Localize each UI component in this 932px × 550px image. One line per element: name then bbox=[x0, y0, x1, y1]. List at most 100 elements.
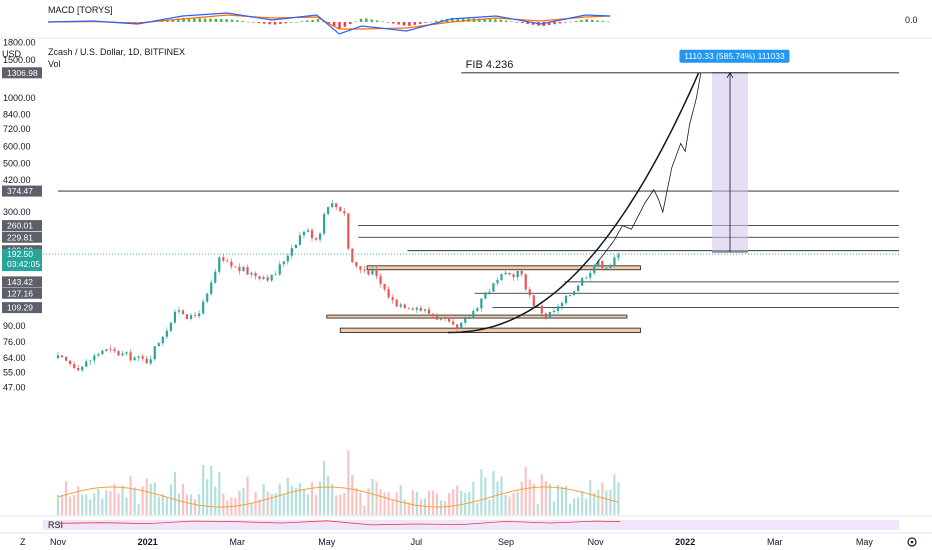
price-tag-value: 127.16 bbox=[7, 288, 33, 298]
volume-bar bbox=[335, 495, 338, 515]
candle-body bbox=[351, 248, 354, 263]
volume-bar bbox=[89, 499, 92, 515]
macd-hist-bar bbox=[381, 21, 384, 23]
macd-hist-bar bbox=[359, 18, 363, 22]
macd-hist-bar bbox=[171, 19, 175, 22]
macd-hist-bar bbox=[198, 18, 201, 22]
volume-bar bbox=[141, 486, 144, 515]
macd-hist-bar bbox=[177, 18, 180, 22]
candle-body bbox=[165, 330, 168, 337]
candle-body bbox=[85, 361, 88, 367]
volume-bar bbox=[564, 485, 568, 515]
macd-hist-bar bbox=[499, 19, 502, 22]
current-price-tag[interactable]: 192.50 03:42:05 bbox=[2, 249, 42, 272]
macd-hist-bar bbox=[220, 18, 223, 22]
candle-body bbox=[327, 207, 330, 215]
candle-body bbox=[411, 308, 414, 310]
volume-bar bbox=[577, 497, 580, 515]
volume-bar bbox=[379, 489, 382, 515]
volume-bar bbox=[202, 464, 205, 515]
candle-body bbox=[387, 289, 390, 298]
macd-hist-bar bbox=[515, 22, 519, 23]
candle-body bbox=[540, 305, 543, 314]
volume-bar bbox=[597, 490, 600, 515]
callout-background bbox=[679, 49, 790, 63]
volume-bar bbox=[286, 477, 289, 515]
candle-body bbox=[242, 267, 245, 272]
macd-hist-bar bbox=[504, 20, 508, 22]
candle-body bbox=[577, 285, 580, 292]
candle-body bbox=[161, 336, 164, 344]
macd-hist-bar bbox=[531, 22, 535, 25]
macd-hist-bar bbox=[386, 22, 390, 23]
candle-body bbox=[274, 274, 277, 276]
candle-body bbox=[323, 214, 326, 234]
volume-bar bbox=[165, 496, 168, 515]
volume-bar bbox=[306, 494, 310, 515]
volume-bar bbox=[157, 496, 160, 515]
volume-bar bbox=[448, 493, 451, 515]
candle-body bbox=[379, 276, 382, 284]
candle-body bbox=[403, 304, 406, 309]
candle-body bbox=[153, 346, 156, 360]
candle-body bbox=[532, 295, 535, 307]
macd-hist-bar bbox=[392, 22, 395, 24]
volume-bar bbox=[363, 505, 366, 515]
candle-body bbox=[218, 257, 221, 272]
candle-body bbox=[137, 356, 140, 358]
volume-bar bbox=[262, 484, 265, 515]
volume-bar bbox=[593, 492, 596, 515]
candle-body bbox=[222, 257, 225, 261]
macd-label: MACD [TORYS] bbox=[48, 5, 113, 15]
candle-body bbox=[202, 301, 205, 314]
price-tag: 374.47 bbox=[2, 185, 42, 197]
volume-bar bbox=[528, 479, 531, 515]
price-candles bbox=[56, 199, 620, 373]
macd-zero-label: 0.0 bbox=[905, 15, 918, 25]
macd-hist-bar bbox=[547, 22, 551, 26]
volume-bar bbox=[117, 493, 120, 515]
macd-hist-bar bbox=[365, 18, 368, 22]
macd-hist-bar bbox=[564, 22, 567, 23]
macd-hist-bar bbox=[456, 17, 459, 22]
candle-body bbox=[169, 322, 172, 331]
candle-body bbox=[431, 313, 435, 317]
y-tick-label: 840.00 bbox=[3, 110, 31, 120]
zoom-z-label[interactable]: Z bbox=[20, 537, 26, 547]
range-boxes bbox=[326, 265, 641, 333]
volume-bar bbox=[435, 493, 439, 515]
volume-bar bbox=[331, 483, 334, 515]
volume-bar bbox=[206, 479, 209, 515]
volume-bar bbox=[355, 487, 358, 515]
y-tick-label: 90.00 bbox=[3, 321, 26, 331]
projection-arrowhead bbox=[726, 72, 734, 78]
candle-body bbox=[234, 266, 237, 268]
y-tick-label: 1500.00 bbox=[3, 55, 36, 65]
countdown-value: 03:42:05 bbox=[7, 259, 40, 269]
volume-bar bbox=[496, 481, 499, 515]
x-tick-label: Nov bbox=[50, 537, 67, 547]
volume-bar bbox=[323, 460, 326, 515]
y-tick-label: 500.00 bbox=[3, 159, 31, 169]
macd-hist-bar bbox=[311, 19, 314, 22]
macd-hist-bar bbox=[585, 19, 588, 22]
candle-body bbox=[81, 366, 84, 371]
price-tag: 143.42 bbox=[2, 276, 42, 288]
settings-gear-icon[interactable] bbox=[907, 537, 917, 547]
macd-hist-bar bbox=[569, 21, 572, 23]
volume-bar bbox=[468, 491, 471, 515]
macd-hist-bar bbox=[402, 22, 406, 26]
price-tag-background bbox=[2, 276, 42, 288]
y-tick-label: 720.00 bbox=[3, 124, 31, 134]
x-tick-label: Sep bbox=[498, 537, 514, 547]
volume-bar bbox=[173, 471, 177, 515]
volume-bar bbox=[395, 492, 398, 515]
candle-body bbox=[214, 271, 217, 283]
candle-body bbox=[544, 313, 547, 318]
candle-body bbox=[524, 274, 527, 290]
price-tag-value: 1306.98 bbox=[7, 68, 38, 78]
volume-bar bbox=[250, 503, 253, 515]
price-tag-value: 260.01 bbox=[7, 221, 33, 231]
macd-hist-bar bbox=[607, 21, 610, 23]
